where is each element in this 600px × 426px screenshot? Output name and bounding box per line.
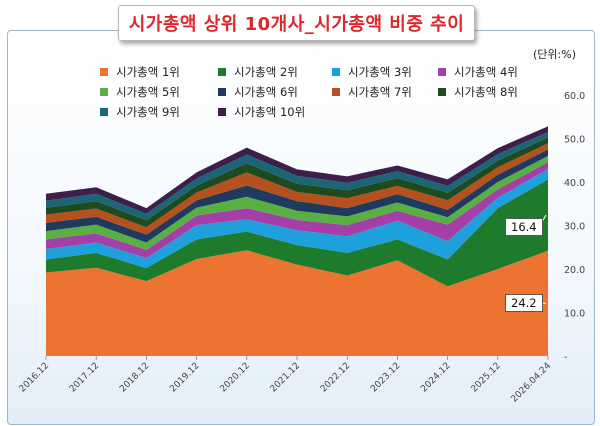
data-label-callout: 16.4 [505,218,543,236]
legend-label: 시가총액 9위 [116,105,180,119]
x-tick-label: 2025.12 [470,361,503,394]
legend-swatch [218,68,226,76]
legend-label: 시가총액 10위 [234,105,306,119]
x-tick-label: 2018.12 [118,361,151,394]
legend-item: 시가총액 2위 [218,64,298,80]
legend-label: 시가총액 5위 [116,85,180,99]
legend-swatch [438,68,446,76]
chart-title-box: 시가총액 상위 10개사_시가총액 비중 추이 [118,5,475,41]
legend-swatch [100,108,108,116]
x-tick-label: 2023.12 [369,361,402,394]
y-tick-label: 30.0 [564,222,585,233]
x-tick-label: 2021.12 [269,361,302,394]
legend-item: 시가총액 1위 [100,64,180,80]
x-tick-label: 2020.12 [219,361,252,394]
area-series-9 [46,131,548,221]
legend-swatch [438,88,446,96]
x-tick-label: 2026.04.24 [510,361,554,405]
x-tick-label: 2024.12 [419,361,452,394]
y-tick-label: 50.0 [564,135,585,146]
data-label-callout: 24.2 [505,294,543,312]
legend-item: 시가총액 4위 [438,64,518,80]
area-series-10 [46,126,548,214]
legend-label: 시가총액 4위 [454,65,518,79]
y-tick-label: 60.0 [564,91,585,102]
legend-label: 시가총액 1위 [116,65,180,79]
area-series-7 [46,143,548,235]
legend-label: 시가총액 2위 [234,65,298,79]
legend-swatch [332,68,340,76]
legend-item: 시가총액 3위 [332,64,412,80]
legend-swatch [218,108,226,116]
legend-label: 시가총액 6위 [234,85,298,99]
legend-swatch [218,88,226,96]
legend-label: 시가총액 8위 [454,85,518,99]
legend-item: 시가총액 9위 [100,104,180,120]
x-tick-label: 2019.12 [168,361,201,394]
legend-label: 시가총액 7위 [348,85,412,99]
legend-item: 시가총액 10위 [218,104,305,120]
legend-swatch [100,88,108,96]
y-tick-label: 10.0 [564,309,585,320]
legend-item: 시가총액 5위 [100,84,180,100]
area-series-6 [46,149,548,243]
area-series-1 [46,250,548,356]
area-series-8 [46,137,548,228]
y-tick-label: - [564,352,567,363]
legend-swatch [332,88,340,96]
legend-item: 시가총액 7위 [332,84,412,100]
unit-label: (단위:%) [533,48,576,61]
legend-item: 시가총액 8위 [438,84,518,100]
area-series-5 [46,155,548,250]
area-series-3 [46,168,548,269]
chart-title: 시가총액 상위 10개사_시가총액 비중 추이 [128,14,465,35]
area-series-4 [46,161,548,259]
y-tick-label: 40.0 [564,178,585,189]
x-tick-label: 2016.12 [18,361,51,394]
legend-item: 시가총액 6위 [218,84,298,100]
x-tick-label: 2022.12 [319,361,352,394]
area-series-2 [46,179,548,287]
y-tick-label: 20.0 [564,265,585,276]
x-tick-label: 2017.12 [68,361,101,394]
legend-label: 시가총액 3위 [348,65,412,79]
legend-swatch [100,68,108,76]
